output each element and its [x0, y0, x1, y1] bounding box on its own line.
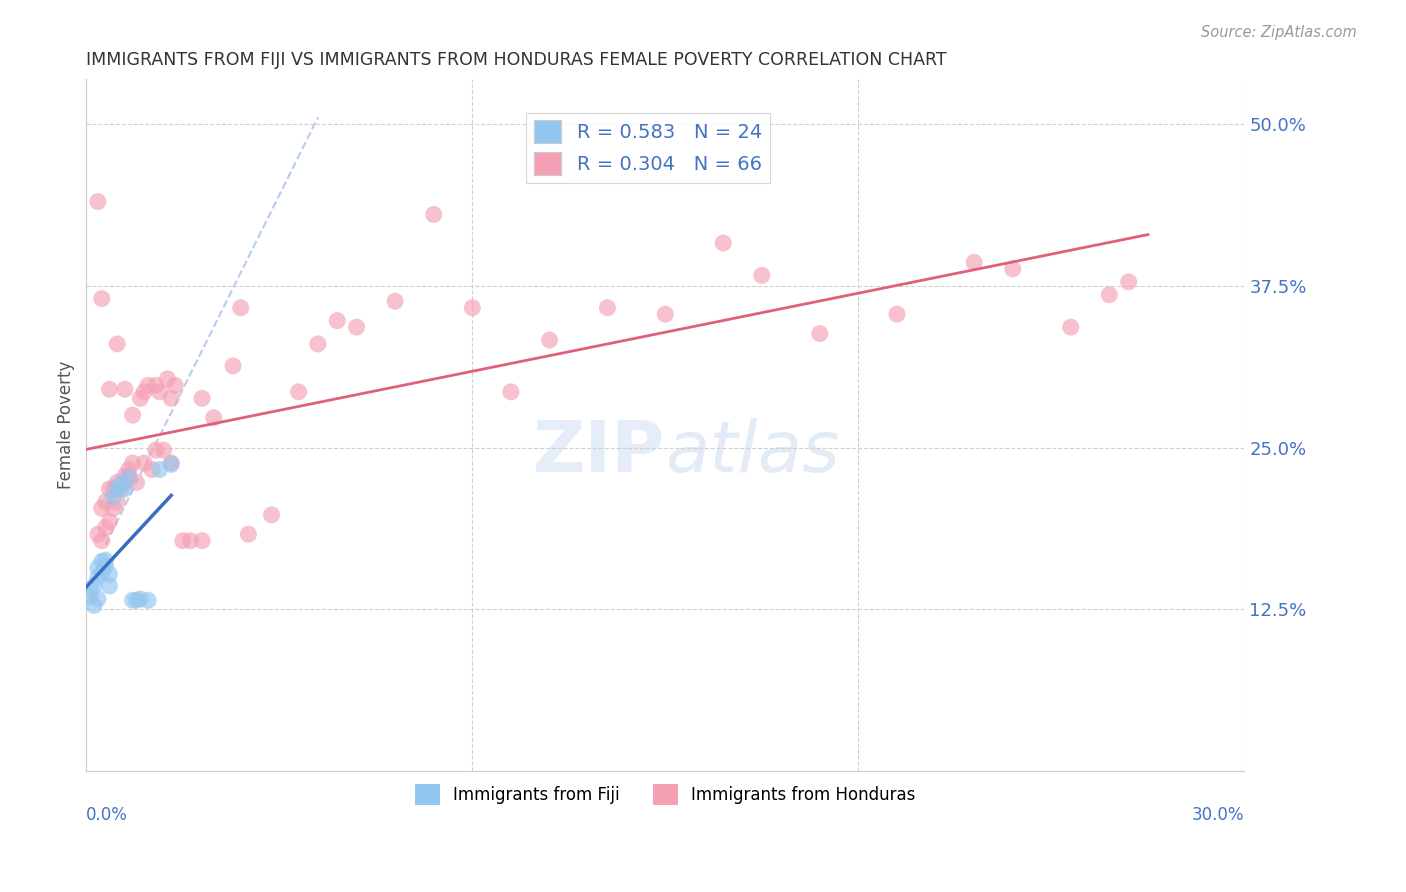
Point	[499, 384, 522, 399]
Point	[105, 475, 128, 490]
Point	[172, 533, 194, 548]
Point	[121, 593, 143, 607]
Point	[90, 501, 112, 516]
Point	[202, 410, 225, 425]
Point	[87, 591, 110, 606]
Point	[134, 384, 156, 399]
Point	[346, 320, 368, 334]
Point	[118, 462, 141, 476]
Point	[886, 307, 908, 321]
Point	[79, 582, 101, 597]
Point	[83, 579, 105, 593]
Point	[83, 599, 105, 613]
Point	[222, 359, 245, 373]
Point	[79, 590, 101, 604]
Point	[160, 458, 183, 472]
Point	[963, 255, 986, 269]
Point	[90, 292, 112, 306]
Point	[94, 559, 117, 574]
Point	[191, 392, 214, 406]
Point	[160, 456, 183, 470]
Point	[114, 482, 136, 496]
Point	[145, 378, 167, 392]
Point	[110, 476, 132, 491]
Point	[145, 443, 167, 458]
Point	[596, 301, 619, 315]
Text: IMMIGRANTS FROM FIJI VS IMMIGRANTS FROM HONDURAS FEMALE POVERTY CORRELATION CHAR: IMMIGRANTS FROM FIJI VS IMMIGRANTS FROM …	[86, 51, 946, 69]
Point	[136, 593, 159, 607]
Point	[118, 470, 141, 484]
Point	[103, 501, 125, 516]
Point	[134, 456, 156, 470]
Point	[287, 384, 309, 399]
Point	[87, 194, 110, 209]
Point	[136, 378, 159, 392]
Point	[1098, 287, 1121, 301]
Y-axis label: Female Poverty: Female Poverty	[58, 360, 75, 489]
Point	[1001, 261, 1024, 276]
Point	[711, 235, 734, 250]
Point	[152, 443, 174, 458]
Point	[1060, 320, 1083, 334]
Point	[121, 456, 143, 470]
Point	[121, 408, 143, 422]
Point	[98, 579, 121, 593]
Text: ZIP: ZIP	[533, 418, 665, 487]
Point	[98, 382, 121, 396]
Point	[165, 378, 187, 392]
Point	[149, 462, 172, 476]
Point	[1118, 275, 1140, 289]
Text: atlas: atlas	[665, 418, 839, 487]
Point	[260, 508, 283, 522]
Point	[384, 294, 406, 309]
Point	[118, 469, 141, 483]
Point	[238, 527, 260, 541]
Point	[191, 533, 214, 548]
Point	[125, 475, 148, 490]
Point	[326, 313, 349, 327]
Point	[141, 462, 163, 476]
Point	[98, 514, 121, 528]
Point	[105, 337, 128, 351]
Point	[307, 337, 329, 351]
Point	[654, 307, 676, 321]
Point	[156, 372, 179, 386]
Point	[98, 482, 121, 496]
Point	[149, 384, 172, 399]
Point	[751, 268, 773, 283]
Point	[105, 482, 128, 496]
Text: Source: ZipAtlas.com: Source: ZipAtlas.com	[1201, 25, 1357, 40]
Point	[94, 521, 117, 535]
Point	[105, 495, 128, 509]
Point	[229, 301, 252, 315]
Point	[90, 566, 112, 580]
Point	[103, 490, 125, 504]
Point	[103, 482, 125, 496]
Point	[110, 482, 132, 496]
Point	[87, 527, 110, 541]
Point	[538, 333, 561, 347]
Point	[90, 533, 112, 548]
Point	[114, 469, 136, 483]
Point	[114, 382, 136, 396]
Point	[94, 495, 117, 509]
Legend: R = 0.583   N = 24, R = 0.304   N = 66: R = 0.583 N = 24, R = 0.304 N = 66	[526, 112, 769, 183]
Point	[422, 207, 444, 221]
Point	[87, 561, 110, 575]
Point	[114, 475, 136, 490]
Point	[90, 554, 112, 568]
Text: 30.0%: 30.0%	[1192, 805, 1244, 824]
Point	[180, 533, 202, 548]
Point	[461, 301, 484, 315]
Point	[808, 326, 831, 341]
Text: 0.0%: 0.0%	[86, 805, 128, 824]
Point	[125, 593, 148, 607]
Point	[94, 553, 117, 567]
Point	[129, 392, 152, 406]
Point	[87, 570, 110, 584]
Point	[98, 567, 121, 582]
Point	[129, 591, 152, 606]
Point	[160, 392, 183, 406]
